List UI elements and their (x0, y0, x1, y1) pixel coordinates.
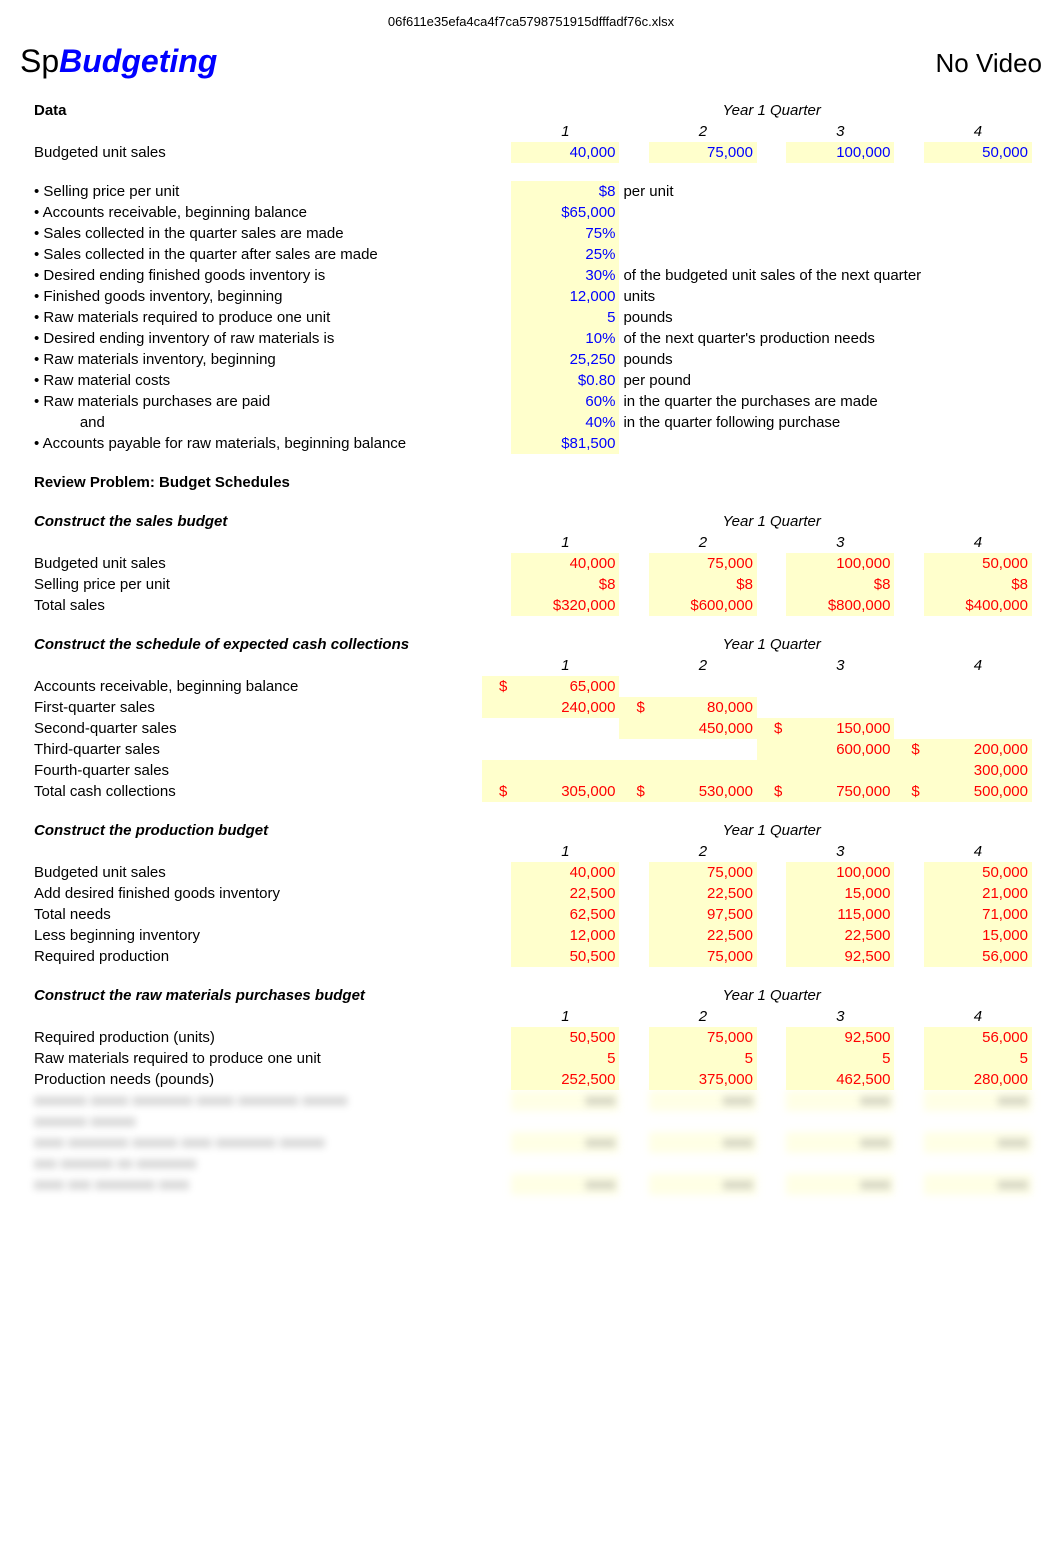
header-bar: SpBudgeting No Video (0, 37, 1062, 90)
period-header: Year 1 Quarter (511, 820, 1032, 841)
q-header: 3 (786, 841, 894, 862)
period-header: Year 1 Quarter (511, 100, 1032, 121)
table-row: Budgeted unit sales 40,000 75,000 100,00… (30, 862, 1032, 883)
header-novideo: No Video (936, 48, 1043, 79)
q-header: 2 (649, 532, 757, 553)
table-row: Accounts receivable, beginning balance $… (30, 676, 1032, 697)
table-row: Total sales $320,000 $600,000 $800,000 $… (30, 595, 1032, 616)
table-row: Raw materials required to produce one un… (30, 1048, 1032, 1069)
bullet-row: • Raw materials inventory, beginning 25,… (30, 349, 1032, 370)
spreadsheet-table: Data Year 1 Quarter 1 2 3 4 Budgeted uni… (30, 100, 1032, 1195)
blurred-row: xxx xxxxxxx xx xxxxxxxx (30, 1153, 1032, 1174)
cell: 50,000 (924, 142, 1032, 163)
table-row: Budgeted unit sales 40,000 75,000 100,00… (30, 553, 1032, 574)
table-row: Less beginning inventory 12,000 22,500 2… (30, 925, 1032, 946)
q-header: 2 (649, 655, 757, 676)
q3-header: 3 (786, 121, 894, 142)
q-header: 3 (786, 532, 894, 553)
q-header: 3 (786, 655, 894, 676)
q-header: 2 (649, 1006, 757, 1027)
section-title: Construct the sales budget (30, 511, 482, 532)
period-header: Year 1 Quarter (511, 511, 1032, 532)
bullet-row: • Accounts payable for raw materials, be… (30, 433, 1032, 454)
q2-header: 2 (649, 121, 757, 142)
table-row: Required production (units) 50,500 75,00… (30, 1027, 1032, 1048)
q4-header: 4 (924, 121, 1032, 142)
review-title: Review Problem: Budget Schedules (30, 472, 1032, 493)
bullet-row: • Sales collected in the quarter after s… (30, 244, 1032, 265)
filename-text: 06f611e35efa4ca4f7ca5798751915dfffadf76c… (0, 0, 1062, 37)
blurred-row: xxxxxxx xxxxx xxxxxxxx xxxxx xxxxxxxx xx… (30, 1090, 1032, 1111)
q-header: 4 (924, 655, 1032, 676)
table-row: Selling price per unit $8 $8 $8 $8 (30, 574, 1032, 595)
section-title: Construct the raw materials purchases bu… (30, 985, 482, 1006)
q1-header: 1 (511, 121, 619, 142)
period-header: Year 1 Quarter (511, 985, 1032, 1006)
table-row: Total cash collections $ 305,000 $ 530,0… (30, 781, 1032, 802)
bullet-row: • Finished goods inventory, beginning 12… (30, 286, 1032, 307)
q-header: 4 (924, 532, 1032, 553)
blurred-row: xxxxxxx xxxxxx (30, 1111, 1032, 1132)
table-row: Add desired finished goods inventory 22,… (30, 883, 1032, 904)
q-header: 2 (649, 841, 757, 862)
bullet-row: • Accounts receivable, beginning balance… (30, 202, 1032, 223)
bullet-row: • Raw material costs $0.80 per pound (30, 370, 1032, 391)
q-header: 3 (786, 1006, 894, 1027)
period-header: Year 1 Quarter (511, 634, 1032, 655)
data-title: Data (30, 100, 482, 121)
row-label: Budgeted unit sales (30, 142, 482, 163)
bullet-row: • Raw materials purchases are paid 60% i… (30, 391, 1032, 412)
q-header: 4 (924, 1006, 1032, 1027)
q-header: 1 (511, 841, 619, 862)
header-budgeting: Budgeting (59, 43, 217, 79)
table-row: Required production 50,500 75,000 92,500… (30, 946, 1032, 967)
cell: 75,000 (649, 142, 757, 163)
cell: 100,000 (786, 142, 894, 163)
table-row: Third-quarter sales 600,000 $ 200,000 (30, 739, 1032, 760)
table-row: Fourth-quarter sales 300,000 (30, 760, 1032, 781)
bullet-row: • Selling price per unit $8 per unit (30, 181, 1032, 202)
header-sp: Sp (20, 43, 59, 79)
q-header: 4 (924, 841, 1032, 862)
blurred-row: xxxx xxxxxxxx xxxxxx xxxx xxxxxxxx xxxxx… (30, 1132, 1032, 1153)
cell: 40,000 (511, 142, 619, 163)
table-row: Second-quarter sales 450,000 $ 150,000 (30, 718, 1032, 739)
bullet-row: • Raw materials required to produce one … (30, 307, 1032, 328)
q-header: 1 (511, 655, 619, 676)
table-row: Total needs 62,500 97,500 115,000 71,000 (30, 904, 1032, 925)
bullet-row: and 40% in the quarter following purchas… (30, 412, 1032, 433)
bullet-row: • Desired ending inventory of raw materi… (30, 328, 1032, 349)
blurred-row: xxxx xxx xxxxxxxx xxxx xxxx xxxx xxxx xx… (30, 1174, 1032, 1195)
section-title: Construct the production budget (30, 820, 482, 841)
section-title: Construct the schedule of expected cash … (30, 634, 482, 655)
q-header: 1 (511, 532, 619, 553)
table-row: Production needs (pounds) 252,500 375,00… (30, 1069, 1032, 1090)
q-header: 1 (511, 1006, 619, 1027)
bullet-row: • Desired ending finished goods inventor… (30, 265, 1032, 286)
bullet-row: • Sales collected in the quarter sales a… (30, 223, 1032, 244)
table-row: First-quarter sales 240,000 $ 80,000 (30, 697, 1032, 718)
